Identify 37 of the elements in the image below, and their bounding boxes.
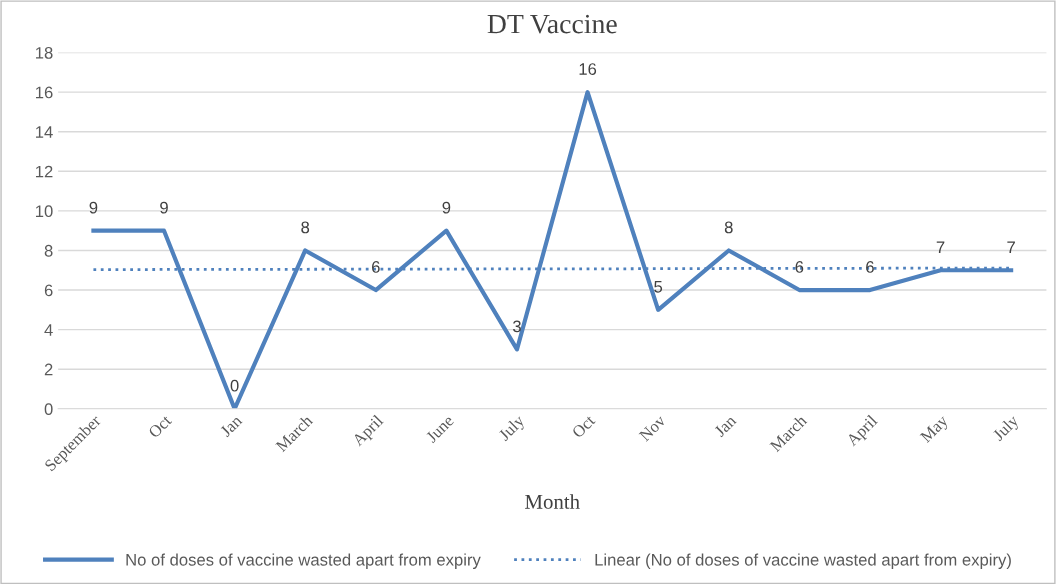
data-label: 7 (936, 241, 945, 253)
data-label: 5 (654, 281, 663, 293)
y-tick-label: 14 (36, 126, 53, 138)
x-tick-label: Oct (571, 414, 596, 439)
data-label: 9 (89, 201, 98, 214)
data-label: 3 (512, 320, 521, 333)
y-tick-label: 0 (44, 403, 53, 415)
x-tick-label: May (919, 414, 952, 446)
data-label: 6 (372, 261, 380, 273)
x-tick-label: Jan (219, 414, 243, 438)
x-axis-title: Month (525, 494, 580, 509)
data-label: 8 (724, 221, 733, 234)
data-label: 9 (160, 201, 168, 214)
y-tick-label: 12 (36, 165, 53, 178)
data-label: 8 (301, 221, 310, 234)
x-tick-label: Nov (638, 414, 667, 442)
legend-label: Linear (No of doses of vaccine wasted apart from expiry) (595, 553, 1011, 569)
data-label: 6 (866, 261, 874, 273)
x-tick-label: July (497, 413, 528, 444)
y-tick-label: 6 (44, 284, 53, 297)
data-label: 9 (442, 201, 451, 214)
x-tick-label: Jan (713, 414, 737, 438)
legend-label: No of doses of vaccine wasted apart from expiry (126, 553, 481, 569)
data-label: 0 (230, 379, 239, 392)
y-tick-label: 10 (36, 205, 53, 218)
y-tick-label: 4 (44, 324, 53, 336)
y-tick-label: 18 (36, 46, 53, 59)
data-label: 16 (579, 63, 597, 75)
data-label: 7 (1007, 241, 1015, 253)
x-tick-label: Oct (147, 414, 173, 439)
y-tick-label: 2 (44, 363, 53, 376)
data-label: 6 (795, 261, 804, 273)
x-tick-label: June (425, 414, 455, 444)
y-tick-label: 8 (44, 244, 53, 257)
chart-title: DT Vaccine (487, 14, 617, 34)
x-tick-label: July (991, 413, 1022, 444)
y-tick-label: 16 (36, 86, 53, 99)
